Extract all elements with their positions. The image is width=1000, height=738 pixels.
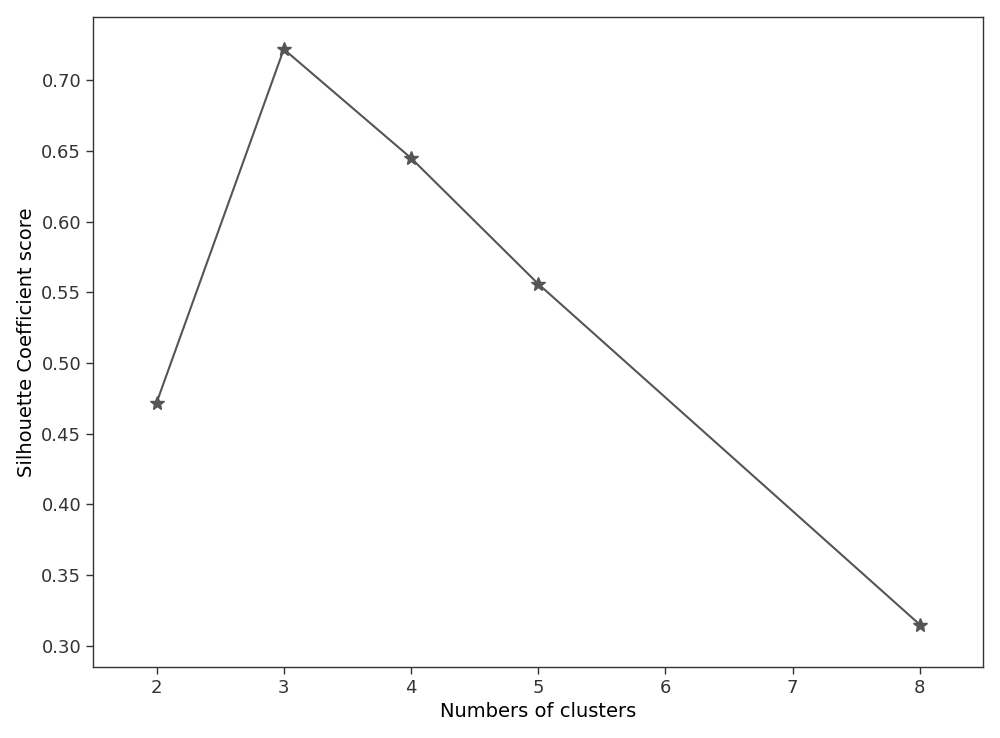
Y-axis label: Silhouette Coefficient score: Silhouette Coefficient score — [17, 207, 36, 477]
X-axis label: Numbers of clusters: Numbers of clusters — [440, 703, 636, 721]
